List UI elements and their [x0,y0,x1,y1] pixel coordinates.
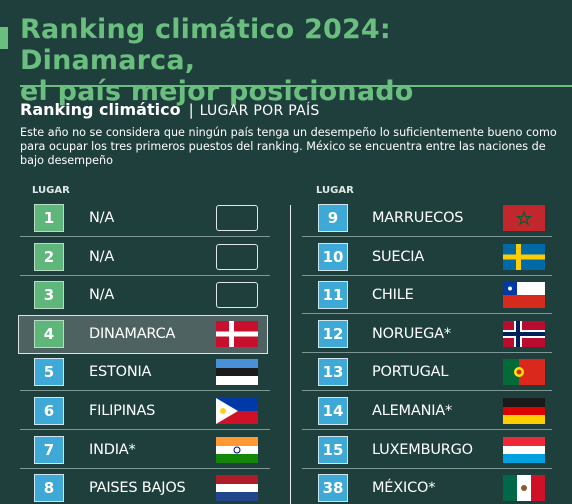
country-name: LUXEMBURGO [372,442,473,458]
headline: Ranking climático 2024: Dinamarca, el pa… [20,14,572,107]
estonia-flag-icon [216,359,258,385]
rank-badge: 14 [318,397,348,425]
empty-flag-icon [216,205,258,231]
philippines-flag-icon [216,398,258,424]
country-name: ESTONIA [89,364,152,380]
netherlands-flag-icon [216,475,258,501]
country-name: PORTUGAL [372,364,449,380]
ranking-row-1: 1 N/A [0,204,572,232]
row-separator [20,468,270,469]
section-separator: | [188,101,194,119]
country-name: FILIPINAS [89,403,156,419]
sweden-flag-icon [503,244,545,270]
ranking-row-11: 11 CHILE [0,281,572,309]
country-name: ALEMANIA* [372,403,453,419]
country-name: MÉXICO* [372,480,436,496]
row-separator [20,275,270,276]
title-rule [20,85,572,87]
denmark-flag-icon [216,321,258,347]
ranking-row-2: 2 N/A [0,243,572,271]
ranking-row-9: 9 MARRUECOS [0,204,572,232]
norway-flag-icon [503,321,545,347]
row-separator [302,275,552,276]
country-name: DINAMARCA [89,326,176,342]
rank-badge: 1 [34,204,64,232]
row-separator [302,390,552,391]
ranking-row-14: 14 ALEMANIA* [0,397,572,425]
row-separator [302,468,552,469]
luxembourg-flag-icon [503,437,545,463]
country-name: SUECIA [372,249,425,265]
column-divider [290,205,291,504]
ranking-row-8: 8 PAISES BAJOS [0,474,572,502]
rank-badge: 6 [34,397,64,425]
column-label-right: LUGAR [316,185,354,196]
ranking-row-12: 12 NORUEGA* [0,320,572,348]
section-heading: Ranking climático | LUGAR POR PAÍS [20,100,320,121]
ranking-row-5: 5 ESTONIA [0,358,572,386]
country-name: NORUEGA* [372,326,451,342]
country-name: N/A [89,249,115,265]
portugal-flag-icon [503,359,545,385]
ranking-row-10: 10 SUECIA [0,243,572,271]
chile-flag-icon [503,282,545,308]
country-name: PAISES BAJOS [89,480,186,496]
row-separator [20,390,270,391]
rank-badge: 7 [34,436,64,464]
country-name: N/A [89,210,115,226]
rank-badge: 15 [318,436,348,464]
country-name: INDIA* [89,442,136,458]
rank-badge: 38 [318,474,348,502]
row-separator [302,429,552,430]
rank-badge: 3 [34,281,64,309]
description: Este año no se considera que ningún país… [20,126,557,167]
rank-badge: 2 [34,243,64,271]
rank-badge: 10 [318,243,348,271]
ranking-row-3: 3 N/A [0,281,572,309]
row-separator [20,236,270,237]
ranking-row-13: 13 PORTUGAL [0,358,572,386]
mexico-flag-icon [503,475,545,501]
ranking-row-38: 38 MÉXICO* [0,474,572,502]
ranking-row-15: 15 LUXEMBURGO [0,436,572,464]
headline-line-1: Ranking climático 2024: Dinamarca, [20,14,391,76]
germany-flag-icon [503,398,545,424]
section-title: Ranking climático [20,100,181,119]
row-separator [302,352,552,353]
country-name: MARRUECOS [372,210,464,226]
column-label-left: LUGAR [32,185,70,196]
ranking-row-4: 4 DINAMARCA [0,320,572,348]
rank-badge: 4 [34,320,64,348]
rank-badge: 12 [318,320,348,348]
rank-badge: 9 [318,204,348,232]
row-separator [20,429,270,430]
title-accent-bar [0,27,8,49]
empty-flag-icon [216,244,258,270]
morocco-flag-icon [503,205,545,231]
rank-badge: 8 [34,474,64,502]
rank-badge: 13 [318,358,348,386]
ranking-row-7: 7 INDIA* [0,436,572,464]
row-separator [302,313,552,314]
ranking-row-6: 6 FILIPINAS [0,397,572,425]
country-name: CHILE [372,287,414,303]
country-name: N/A [89,287,115,303]
headline-line-2: el país mejor posicionado [20,76,414,107]
empty-flag-icon [216,282,258,308]
section-subtitle: LUGAR POR PAÍS [199,103,320,119]
rank-badge: 11 [318,281,348,309]
row-separator [302,236,552,237]
india-flag-icon [216,437,258,463]
rank-badge: 5 [34,358,64,386]
